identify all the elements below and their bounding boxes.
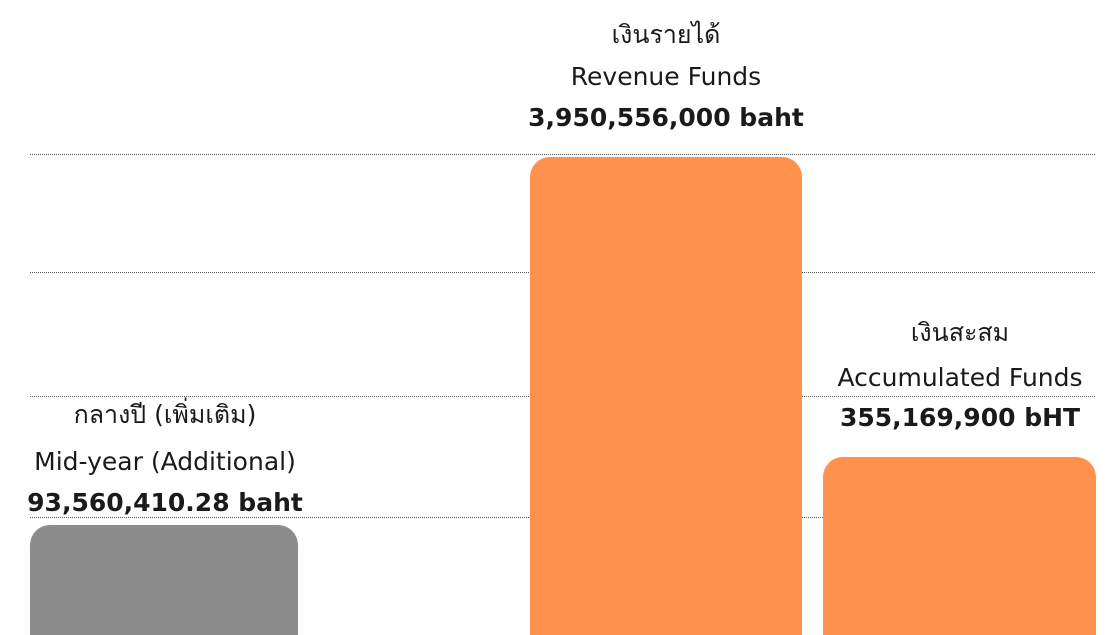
dotted-rule: [30, 154, 1095, 155]
amount: 3,950,556,000 baht: [528, 103, 804, 132]
amount: 355,169,900 bHT: [839, 403, 1081, 432]
label-english: Revenue Funds: [570, 62, 762, 91]
label-thai: กลางปี (เพิ่มเติม): [73, 400, 257, 429]
label-thai: เงินรายได้: [611, 20, 721, 49]
bar-midyear: [30, 525, 298, 635]
bar-accumulated: [823, 457, 1096, 635]
label-english: Mid-year (Additional): [34, 447, 296, 476]
bar-revenue: [530, 157, 802, 635]
amount: 93,560,410.28 baht: [27, 488, 303, 517]
label-english: Accumulated Funds: [837, 363, 1083, 392]
label-thai: เงินสะสม: [910, 318, 1010, 347]
